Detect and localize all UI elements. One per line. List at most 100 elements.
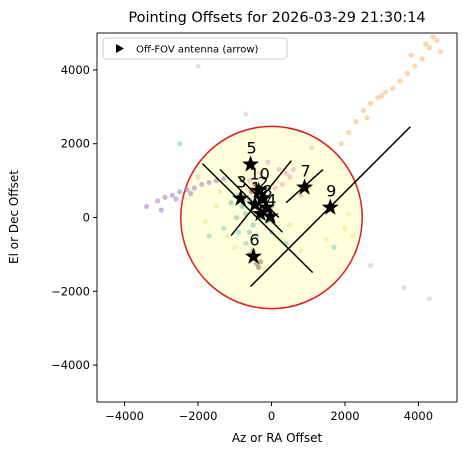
scatter-point bbox=[246, 178, 253, 184]
antenna-label: 5 bbox=[246, 138, 256, 157]
scatter-point bbox=[169, 192, 175, 198]
antenna-label: 0 bbox=[256, 188, 266, 207]
scatter-point bbox=[235, 229, 242, 235]
y-axis-label: El or Dec Offset bbox=[7, 170, 21, 264]
scatter-point bbox=[382, 89, 388, 95]
scatter-point bbox=[419, 56, 425, 62]
scatter-point bbox=[265, 159, 271, 165]
antenna-label: 10 bbox=[249, 165, 269, 184]
scatter-point bbox=[261, 266, 267, 272]
scatter-point bbox=[177, 189, 183, 195]
scatter-point bbox=[143, 203, 150, 210]
scatter-point bbox=[252, 181, 258, 187]
y-tick-label: −4000 bbox=[51, 358, 90, 372]
scatter-point bbox=[279, 181, 286, 187]
scatter-point bbox=[368, 262, 374, 269]
antenna-star bbox=[244, 247, 262, 264]
scatter-point bbox=[188, 190, 194, 197]
scatter-point bbox=[346, 211, 352, 217]
scatter-point bbox=[323, 237, 330, 243]
scatter-point bbox=[379, 93, 385, 99]
scatter-point bbox=[257, 259, 264, 265]
scatter-point bbox=[404, 70, 411, 77]
legend-box bbox=[102, 37, 288, 60]
scatter-point bbox=[232, 244, 238, 250]
scatter-point bbox=[257, 170, 264, 176]
scatter-point bbox=[177, 141, 183, 147]
scatter-point bbox=[287, 222, 293, 228]
scatter-point bbox=[276, 166, 282, 173]
scatter-point bbox=[158, 207, 164, 213]
scatter-point bbox=[173, 196, 179, 202]
antenna-label: 6 bbox=[249, 231, 259, 250]
antenna-star bbox=[246, 195, 264, 212]
scatter-point bbox=[184, 187, 190, 193]
scatter-point bbox=[283, 170, 289, 176]
x-tick-label: −4000 bbox=[105, 409, 144, 423]
scatter-point bbox=[342, 225, 348, 232]
scatter-point bbox=[195, 63, 201, 69]
scatter-point bbox=[202, 218, 208, 224]
antenna-star bbox=[232, 189, 250, 206]
scatter-point bbox=[206, 233, 212, 239]
antenna-star bbox=[321, 198, 339, 215]
x-tick-label: 0 bbox=[268, 409, 275, 423]
scatter-point bbox=[346, 130, 352, 136]
y-tick-label: 0 bbox=[83, 211, 90, 225]
scatter-point bbox=[213, 203, 219, 210]
scatter-point bbox=[309, 144, 315, 150]
scatter-point bbox=[423, 41, 429, 47]
scatter-point bbox=[155, 198, 161, 204]
scatter-point bbox=[434, 37, 440, 43]
antenna-label: 2 bbox=[258, 173, 268, 192]
antenna-star bbox=[261, 207, 279, 224]
scatter-point bbox=[426, 45, 433, 51]
scatter-point bbox=[199, 181, 205, 187]
scatter-point bbox=[430, 34, 436, 40]
antenna-star bbox=[250, 181, 268, 198]
y-tick-label: 4000 bbox=[61, 63, 90, 77]
arrow-line bbox=[219, 169, 284, 233]
scatter-point bbox=[437, 48, 444, 55]
scatter-point bbox=[224, 233, 231, 239]
scatter-point bbox=[426, 296, 433, 302]
overlay: −4000 −2000 0 2000 4000 −4000 −2000 0 2000 4000 Of… bbox=[51, 32, 458, 423]
scatter-point bbox=[368, 100, 374, 106]
scatter-point bbox=[228, 200, 234, 206]
scatter-point bbox=[243, 111, 249, 117]
scatter-point bbox=[217, 189, 223, 195]
scatter-point bbox=[256, 264, 262, 270]
scatter-point bbox=[290, 166, 297, 173]
scatter-point bbox=[221, 176, 227, 182]
scatter-point bbox=[162, 194, 168, 200]
chart-title: Pointing Offsets for 2026-03-29 21:30:14 bbox=[128, 10, 425, 26]
antenna-star bbox=[251, 204, 269, 222]
scatter-point bbox=[353, 118, 359, 125]
scatter-point bbox=[364, 115, 370, 121]
antenna-label: 4 bbox=[266, 190, 276, 209]
x-tick-label: 2000 bbox=[330, 409, 359, 423]
y-tick-label: −2000 bbox=[51, 284, 90, 298]
scatter-point bbox=[408, 52, 414, 58]
scatter-point bbox=[250, 222, 256, 228]
scatter-point bbox=[397, 78, 403, 84]
y-tick-label: 2000 bbox=[61, 137, 90, 151]
scatter-point bbox=[412, 63, 418, 69]
scatter-point bbox=[349, 233, 355, 239]
scatter-point bbox=[246, 229, 253, 235]
scatter-point bbox=[254, 233, 260, 239]
antenna-star bbox=[242, 155, 260, 172]
scatter-point bbox=[221, 225, 227, 232]
antenna-label: 8 bbox=[262, 182, 272, 201]
antenna-label: 3 bbox=[237, 172, 247, 191]
scatter-point bbox=[195, 174, 201, 180]
scatter-point bbox=[243, 240, 249, 246]
scatter-point bbox=[191, 185, 197, 191]
scatter-point bbox=[272, 185, 278, 191]
antenna-star bbox=[296, 178, 314, 195]
x-tick-label: 4000 bbox=[404, 409, 433, 423]
antenna-label: 1 bbox=[251, 179, 261, 198]
antenna-star bbox=[253, 190, 271, 207]
